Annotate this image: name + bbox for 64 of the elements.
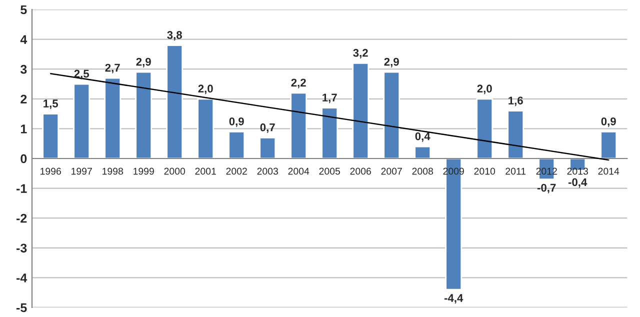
data-label: 3,8 xyxy=(167,31,182,41)
data-label: 3,2 xyxy=(353,48,368,58)
bar xyxy=(507,110,524,160)
y-tick-label: -2 xyxy=(16,214,27,223)
bar xyxy=(600,130,618,160)
x-tick-label: 2011 xyxy=(506,168,526,175)
data-label: 0,9 xyxy=(229,117,244,127)
data-label: 2,9 xyxy=(384,58,399,68)
y-tick-label: 3 xyxy=(20,64,27,74)
y-tick-label: -4 xyxy=(16,274,28,282)
bar xyxy=(352,62,370,160)
bar xyxy=(414,146,432,160)
y-tick-label: 2 xyxy=(20,94,27,104)
x-tick-label: 2007 xyxy=(381,168,402,175)
x-tick-label: 2000 xyxy=(164,168,186,175)
x-tick-label: 1999 xyxy=(134,168,154,175)
y-tick-label: 0 xyxy=(20,154,27,164)
data-label: 0,7 xyxy=(260,123,275,133)
data-label: 2,0 xyxy=(477,84,492,94)
x-tick-label: 2003 xyxy=(257,168,278,175)
data-label: 2,7 xyxy=(105,64,120,74)
y-tick-label: -3 xyxy=(16,244,27,253)
bar xyxy=(197,98,214,160)
data-label: 0,4 xyxy=(415,132,430,142)
bar xyxy=(290,92,308,160)
x-tick-label: 2010 xyxy=(474,168,496,175)
bar xyxy=(104,77,122,160)
y-tick-label: -5 xyxy=(16,303,27,312)
x-tick-label: 1997 xyxy=(72,168,92,175)
x-tick-label: 1996 xyxy=(40,168,61,175)
x-tick-label: 2002 xyxy=(226,168,247,175)
x-tick-label: 2001 xyxy=(195,168,216,175)
bar xyxy=(42,113,60,160)
data-label: 1,5 xyxy=(44,100,58,110)
x-tick-label: 2006 xyxy=(350,168,371,175)
data-label: -0,7 xyxy=(537,184,556,194)
data-label: -4,4 xyxy=(444,294,464,304)
bar xyxy=(73,83,90,160)
x-tick-label: 2013 xyxy=(567,168,588,175)
bar xyxy=(383,71,400,160)
x-tick-label: 2005 xyxy=(319,168,340,175)
bar xyxy=(259,136,276,160)
bar xyxy=(228,130,246,160)
y-tick-label: -1 xyxy=(16,184,27,193)
y-tick-label: 4 xyxy=(20,35,28,44)
bar xyxy=(445,158,462,290)
y-tick-label: 5 xyxy=(20,5,27,14)
x-tick-label: 2004 xyxy=(288,168,310,175)
data-label: 1,6 xyxy=(508,96,523,106)
data-label: 2,5 xyxy=(74,70,90,80)
bar xyxy=(476,98,494,160)
data-label: 2,9 xyxy=(136,58,151,68)
x-tick-label: 2014 xyxy=(598,168,620,175)
data-label: 2,0 xyxy=(198,84,213,94)
bar xyxy=(166,44,184,160)
data-label: 2,2 xyxy=(291,78,306,88)
y-tick-label: 1 xyxy=(20,124,27,134)
bar xyxy=(321,107,338,160)
x-tick-label: 1998 xyxy=(102,168,123,175)
data-label: 0,9 xyxy=(601,117,616,127)
data-label: 1,7 xyxy=(322,94,337,104)
data-label: -0,4 xyxy=(568,178,588,188)
bar xyxy=(135,71,152,160)
x-tick-label: 2008 xyxy=(412,168,433,175)
